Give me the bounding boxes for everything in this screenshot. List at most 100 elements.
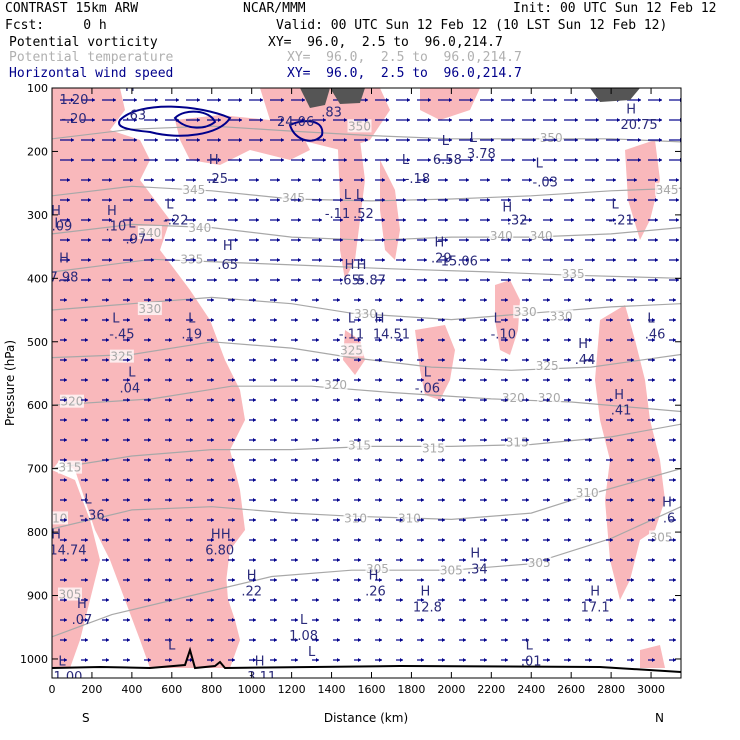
- pv-label: -.45: [109, 328, 134, 343]
- field-xy-pv: XY= 96.0, 2.5 to 96.0,214.7: [268, 35, 503, 50]
- wind-arrow-head: [106, 558, 109, 562]
- dark-patch-right: [590, 88, 640, 102]
- wind-arrow-head: [127, 558, 130, 562]
- south-label: S: [82, 711, 90, 725]
- wind-arrow-head: [277, 178, 280, 182]
- pv-region-upper-center: [175, 115, 310, 165]
- pv-label: .04: [120, 382, 141, 397]
- wind-arrow-head: [400, 538, 403, 542]
- theta-label-bg: [529, 229, 554, 243]
- wind-arrow-head: [214, 278, 217, 282]
- theta-label-bg: [57, 587, 82, 601]
- wind-arrow-head: [358, 438, 361, 442]
- theta-label: 320: [538, 391, 561, 405]
- theta-label-bg: [527, 555, 552, 569]
- wind-arrow-head: [337, 658, 340, 662]
- wind-arrow-head: [71, 138, 74, 142]
- wind-arrow-head: [130, 238, 133, 242]
- wind-arrow-head: [547, 298, 550, 302]
- pv-label: L: [494, 312, 502, 327]
- wind-arrow-head: [659, 158, 662, 162]
- wind-arrow-head: [295, 578, 298, 582]
- wind-arrow-head: [400, 578, 403, 582]
- wind-arrow-head: [232, 398, 235, 402]
- theta-label: 345: [282, 191, 305, 205]
- wind-arrow-head: [589, 338, 592, 342]
- wind-arrow-head: [386, 158, 389, 162]
- wind-arrow-head: [190, 338, 193, 342]
- wind-arrow-head: [274, 558, 277, 562]
- wind-arrow-head: [533, 138, 536, 142]
- wind-arrow-head: [295, 318, 298, 322]
- wind-arrow-head: [596, 98, 599, 102]
- wind-arrow-head: [277, 238, 280, 242]
- wind-arrow-head: [571, 278, 574, 282]
- wind-arrow-head: [652, 438, 655, 442]
- theta-label-bg: [501, 390, 526, 404]
- wind-arrow-head: [442, 558, 445, 562]
- wind-arrow-head: [295, 478, 298, 482]
- wind-arrow-head: [463, 298, 466, 302]
- wind-arrow-head: [547, 578, 550, 582]
- theta-label-bg: [353, 307, 378, 321]
- wind-arrow-head: [638, 138, 641, 142]
- wind-arrow-head: [589, 558, 592, 562]
- wind-arrow-head: [610, 558, 613, 562]
- wind-arrow-head: [655, 278, 658, 282]
- y-tick-label: 200: [27, 145, 48, 158]
- wind-arrow-head: [130, 218, 133, 222]
- wind-arrow-head: [421, 378, 424, 382]
- theta-label-bg: [439, 563, 464, 577]
- wind-arrow-head: [64, 438, 67, 442]
- wind-arrow-head: [316, 378, 319, 382]
- wind-arrow-head: [421, 538, 424, 542]
- wind-arrow-head: [260, 138, 263, 142]
- wind-arrow-head: [316, 578, 319, 582]
- wind-arrow-head: [589, 418, 592, 422]
- wind-arrow-head: [127, 318, 130, 322]
- wind-arrow-head: [634, 238, 637, 242]
- wind-arrow-head: [631, 318, 634, 322]
- wind-arrow-head: [463, 378, 466, 382]
- theta-label: 315: [348, 438, 371, 452]
- wind-arrow-head: [190, 498, 193, 502]
- wind-arrow-head: [358, 558, 361, 562]
- wind-arrow-head: [232, 518, 235, 522]
- wind-arrow-head: [148, 658, 151, 662]
- wind-arrow-head: [85, 598, 88, 602]
- wind-arrow-head: [109, 238, 112, 242]
- wind-arrow-head: [274, 378, 277, 382]
- wind-arrow-head: [218, 158, 221, 162]
- wind-arrow-head: [445, 178, 448, 182]
- theta-label-bg: [52, 511, 68, 525]
- wind-arrow-head: [148, 378, 151, 382]
- pv-label: .10: [106, 220, 127, 235]
- wind-arrow-head: [655, 178, 658, 182]
- wind-arrow-head: [571, 198, 574, 202]
- wind-arrow-head: [235, 238, 238, 242]
- wind-arrow-head: [106, 638, 109, 642]
- theta-label: 320: [61, 395, 84, 409]
- pv-label: 14.51: [373, 328, 410, 343]
- wind-arrow-head: [673, 558, 676, 562]
- wind-arrow-head: [85, 318, 88, 322]
- wind-arrow-head: [484, 398, 487, 402]
- wind-arrow-head: [610, 498, 613, 502]
- wind-arrow-head: [613, 278, 616, 282]
- wind-arrow-head: [253, 498, 256, 502]
- wind-arrow-head: [64, 658, 67, 662]
- wind-arrow-head: [298, 178, 301, 182]
- theta-label: 335: [562, 267, 585, 281]
- wind-arrow-head: [109, 278, 112, 282]
- wind-arrow-head: [232, 338, 235, 342]
- wind-arrow-head: [239, 138, 242, 142]
- wind-arrow-head: [113, 158, 116, 162]
- wind-arrow-head: [134, 138, 137, 142]
- plot-frame: [51, 87, 682, 679]
- wind-arrow-head: [253, 438, 256, 442]
- wind-arrow-head: [106, 358, 109, 362]
- theta-line-340: [52, 223, 681, 241]
- wind-arrow-head: [547, 638, 550, 642]
- y-axis: 100 200 300 400 500 600 700 800 900 1000: [20, 82, 681, 666]
- wind-arrow-head: [484, 578, 487, 582]
